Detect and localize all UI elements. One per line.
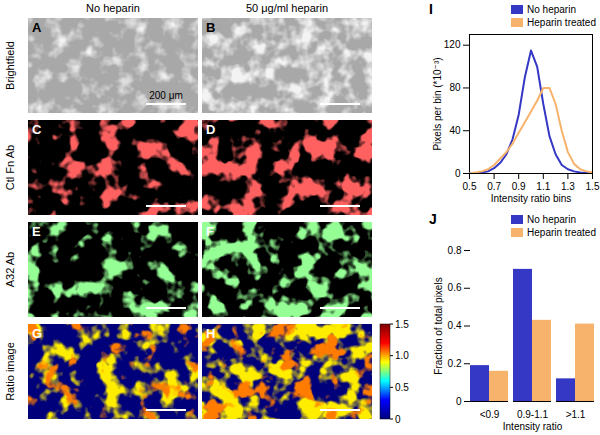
svg-text:80: 80 [449, 82, 461, 93]
svg-text:50 μg/ml heparin: 50 μg/ml heparin [246, 2, 328, 14]
svg-text:H: H [206, 326, 215, 341]
svg-text:120: 120 [444, 39, 461, 50]
svg-text:0.6: 0.6 [448, 282, 462, 293]
html-text:Heparin treated: Heparin treated [527, 227, 596, 238]
svg-text:1.5: 1.5 [395, 319, 409, 330]
svg-text:D: D [206, 122, 215, 137]
svg-text:No heparin: No heparin [86, 2, 140, 14]
svg-text:Ctl Fn Ab: Ctl Fn Ab [4, 145, 16, 190]
svg-text:0.9: 0.9 [512, 181, 526, 192]
svg-text:Ratio image: Ratio image [4, 342, 16, 401]
svg-text:A: A [32, 20, 42, 35]
svg-text:1.5: 1.5 [586, 181, 600, 192]
svg-text:0: 0 [455, 168, 461, 179]
svg-text:G: G [32, 326, 42, 341]
svg-text:40: 40 [449, 125, 461, 136]
html-text:No heparin: No heparin [527, 214, 576, 225]
svg-text:0.2: 0.2 [448, 358, 462, 369]
svg-text:1.0: 1.0 [395, 350, 409, 361]
svg-text:Brightfield: Brightfield [4, 41, 16, 90]
svg-text:>1.1: >1.1 [566, 409, 586, 420]
svg-text:200 μm: 200 μm [149, 90, 183, 101]
svg-text:C: C [32, 122, 42, 137]
svg-text:0.4: 0.4 [448, 320, 462, 331]
svg-text:Pixels per bin (*10⁻³): Pixels per bin (*10⁻³) [432, 57, 443, 150]
svg-text:0.5: 0.5 [395, 382, 409, 393]
html-text:Heparin treated: Heparin treated [527, 17, 596, 28]
svg-text:0.8: 0.8 [448, 245, 462, 256]
svg-text:Fraction of total pixels: Fraction of total pixels [433, 277, 444, 374]
svg-text:B: B [206, 20, 215, 35]
html-text:No heparin: No heparin [527, 4, 576, 15]
html-text:J: J [429, 211, 437, 227]
svg-text:0: 0 [395, 414, 401, 425]
svg-text:0.5: 0.5 [463, 181, 477, 192]
svg-text:A32 Ab: A32 Ab [4, 252, 16, 287]
svg-text:1.1: 1.1 [536, 181, 550, 192]
html-text:I: I [429, 1, 433, 17]
svg-text:0.9-1.1: 0.9-1.1 [517, 409, 549, 420]
svg-text:1.3: 1.3 [561, 181, 575, 192]
svg-text:0.7: 0.7 [487, 181, 501, 192]
svg-text:<0.9: <0.9 [480, 409, 500, 420]
svg-text:F: F [206, 224, 214, 239]
svg-text:0: 0 [456, 396, 462, 407]
svg-text:Intensity ratio bins: Intensity ratio bins [491, 193, 572, 204]
svg-text:E: E [32, 224, 41, 239]
svg-text:Intensity ratio: Intensity ratio [503, 421, 563, 432]
